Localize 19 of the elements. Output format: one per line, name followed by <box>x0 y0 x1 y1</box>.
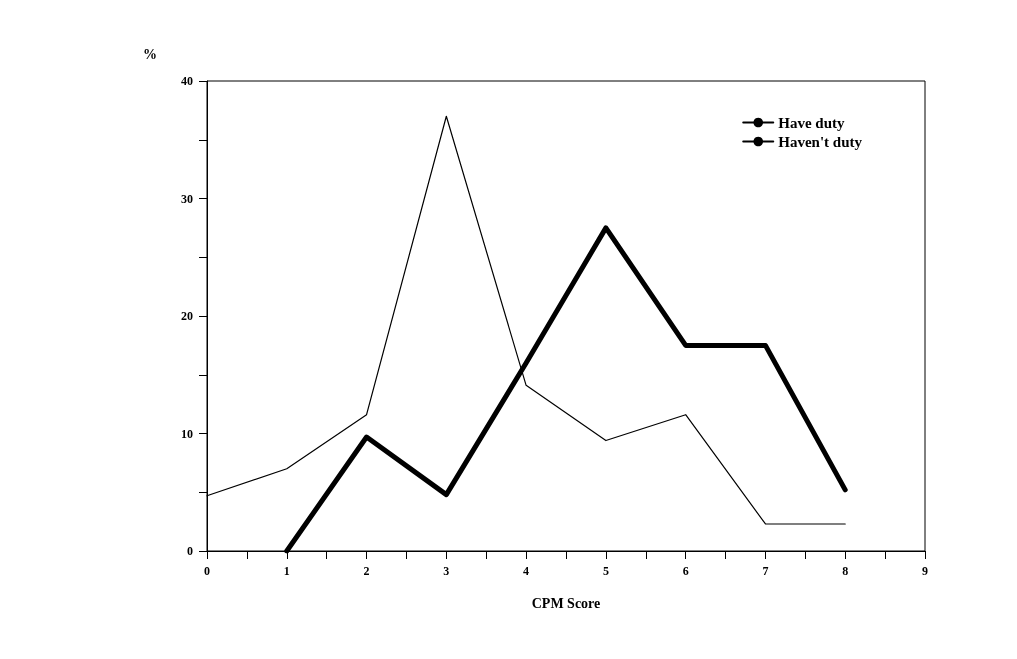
legend-label: Haven't duty <box>778 133 863 150</box>
x-tick-label: 1 <box>283 564 290 578</box>
x-axis-title: CPM Score <box>531 595 601 611</box>
x-tick-label: 2 <box>363 564 370 578</box>
y-tick-label: 20 <box>181 309 193 323</box>
x-tick-label: 3 <box>443 564 450 578</box>
legend-label: Have duty <box>778 114 845 131</box>
x-tick-label: 6 <box>682 564 689 578</box>
y-tick-label: 40 <box>181 74 193 88</box>
x-tick-label: 5 <box>602 564 609 578</box>
x-tick-label: 0 <box>204 564 210 578</box>
y-tick-label: 30 <box>181 191 193 206</box>
y-tick-label: 10 <box>181 426 193 441</box>
x-tick-label: 7 <box>762 564 769 578</box>
y-axis-title: % <box>143 46 157 62</box>
x-tick-label: 4 <box>523 564 530 578</box>
x-tick-label: 8 <box>842 564 849 578</box>
x-tick-label: 9 <box>922 564 928 578</box>
y-tick-label: 0 <box>187 544 193 558</box>
